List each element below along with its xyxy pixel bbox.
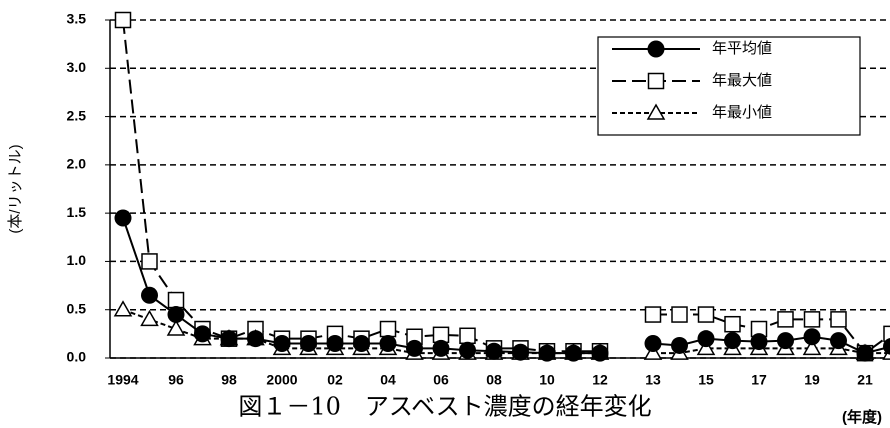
x-tick-label: 96 bbox=[168, 372, 184, 388]
point bbox=[644, 335, 662, 353]
point bbox=[379, 335, 397, 353]
x-tick-label: 98 bbox=[221, 372, 237, 388]
legend-label: 年平均値 bbox=[712, 40, 772, 57]
point bbox=[485, 342, 503, 360]
point bbox=[220, 330, 238, 348]
point bbox=[379, 320, 397, 338]
legend-box bbox=[597, 36, 861, 136]
x-tick-label: 08 bbox=[486, 372, 502, 388]
point bbox=[114, 209, 132, 227]
point bbox=[353, 335, 370, 353]
x-tick-label: 12 bbox=[592, 372, 608, 388]
chart-title: 図１－10 アスベスト濃度の経年変化 bbox=[238, 393, 651, 421]
y-axis-label: (本/リットル) bbox=[7, 144, 24, 233]
point bbox=[432, 339, 450, 357]
x-tick-label: 06 bbox=[433, 372, 449, 388]
point bbox=[300, 335, 317, 353]
point bbox=[697, 306, 715, 323]
point bbox=[883, 338, 890, 355]
point bbox=[326, 335, 344, 353]
point bbox=[644, 306, 662, 323]
legend-marker bbox=[647, 40, 665, 58]
point bbox=[459, 341, 476, 359]
point bbox=[724, 315, 741, 333]
series-line bbox=[122, 217, 890, 355]
y-tick-label: 3.5 bbox=[67, 11, 87, 27]
point bbox=[166, 319, 186, 336]
point bbox=[750, 333, 768, 351]
point bbox=[777, 332, 794, 350]
x-tick-label: 10 bbox=[539, 372, 555, 388]
x-tick-label: 13 bbox=[645, 372, 661, 388]
point bbox=[696, 338, 716, 356]
point bbox=[565, 344, 582, 362]
point bbox=[883, 325, 890, 343]
x-tick-label: 21 bbox=[857, 372, 873, 388]
legend-label: 年最小値 bbox=[712, 104, 772, 121]
point bbox=[671, 336, 688, 354]
point bbox=[591, 344, 609, 362]
point bbox=[802, 338, 822, 356]
legend-marker bbox=[647, 72, 665, 90]
legend-marker bbox=[646, 103, 666, 120]
x-tick-label: 17 bbox=[751, 372, 767, 388]
point bbox=[141, 253, 158, 270]
y-tick-label: 3.0 bbox=[67, 59, 87, 75]
y-tick-label: 0.5 bbox=[67, 300, 87, 316]
point bbox=[114, 11, 132, 29]
point bbox=[671, 306, 688, 323]
x-tick-label: 04 bbox=[380, 372, 396, 388]
x-tick-label: 15 bbox=[698, 372, 714, 388]
point bbox=[167, 306, 185, 324]
x-tick-label: 19 bbox=[804, 372, 820, 388]
point bbox=[643, 343, 663, 360]
point bbox=[856, 344, 874, 362]
point bbox=[459, 327, 476, 345]
point bbox=[140, 309, 159, 327]
x-tick-label: 1994 bbox=[107, 372, 138, 388]
series bbox=[114, 209, 890, 362]
point bbox=[803, 328, 821, 346]
point bbox=[777, 311, 794, 328]
legend-label: 年最大値 bbox=[712, 72, 772, 89]
point bbox=[803, 311, 821, 328]
y-tick-label: 0.0 bbox=[67, 349, 87, 365]
x-tick-label: 2000 bbox=[266, 372, 297, 388]
point bbox=[194, 325, 211, 343]
point bbox=[113, 300, 133, 317]
point bbox=[538, 344, 556, 362]
point bbox=[406, 339, 423, 357]
y-tick-label: 1.5 bbox=[67, 204, 87, 220]
point bbox=[830, 311, 847, 328]
y-tick-label: 2.5 bbox=[67, 107, 87, 123]
point bbox=[167, 291, 185, 309]
series-line bbox=[122, 308, 890, 355]
x-tick-label: 02 bbox=[327, 372, 343, 388]
point bbox=[724, 332, 741, 350]
y-tick-label: 1.0 bbox=[67, 252, 87, 268]
point bbox=[273, 335, 291, 353]
point bbox=[830, 332, 847, 350]
y-tick-label: 2.0 bbox=[67, 156, 87, 172]
point bbox=[697, 330, 715, 348]
point bbox=[512, 343, 529, 361]
point bbox=[141, 286, 158, 304]
point bbox=[247, 330, 264, 348]
x-axis-label: (年度) bbox=[842, 408, 882, 426]
